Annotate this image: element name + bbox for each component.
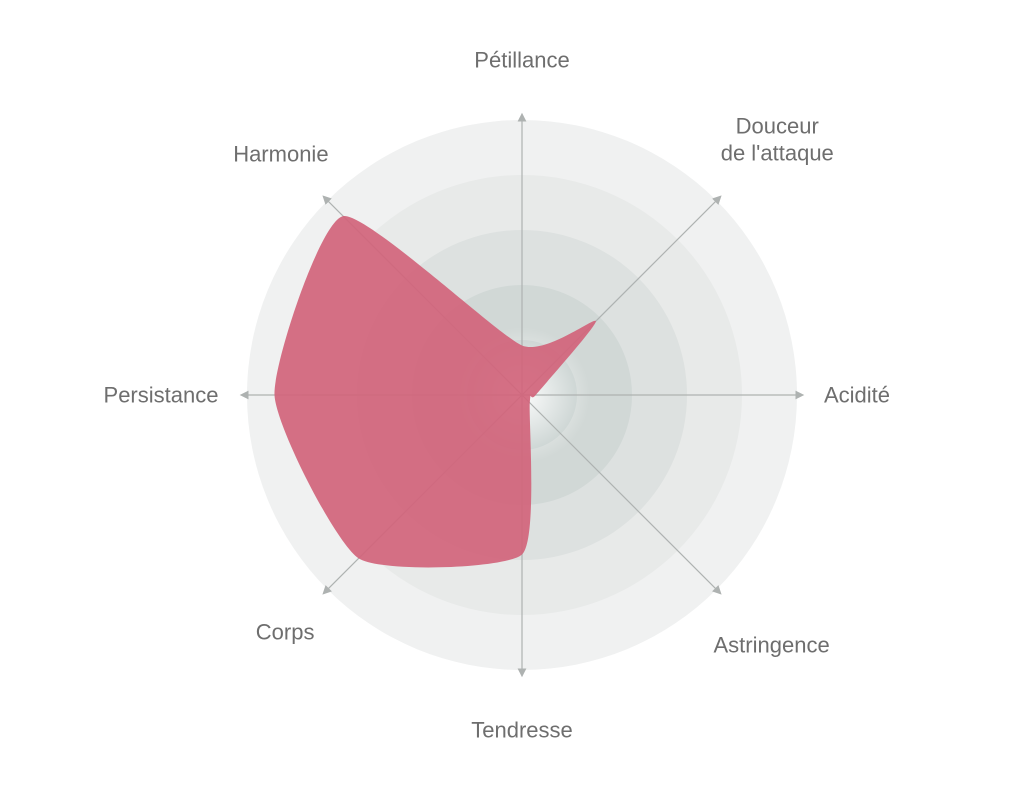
radar-svg [0,0,1024,789]
radar-chart: PétillanceDouceur de l'attaqueAciditéAst… [0,0,1024,789]
